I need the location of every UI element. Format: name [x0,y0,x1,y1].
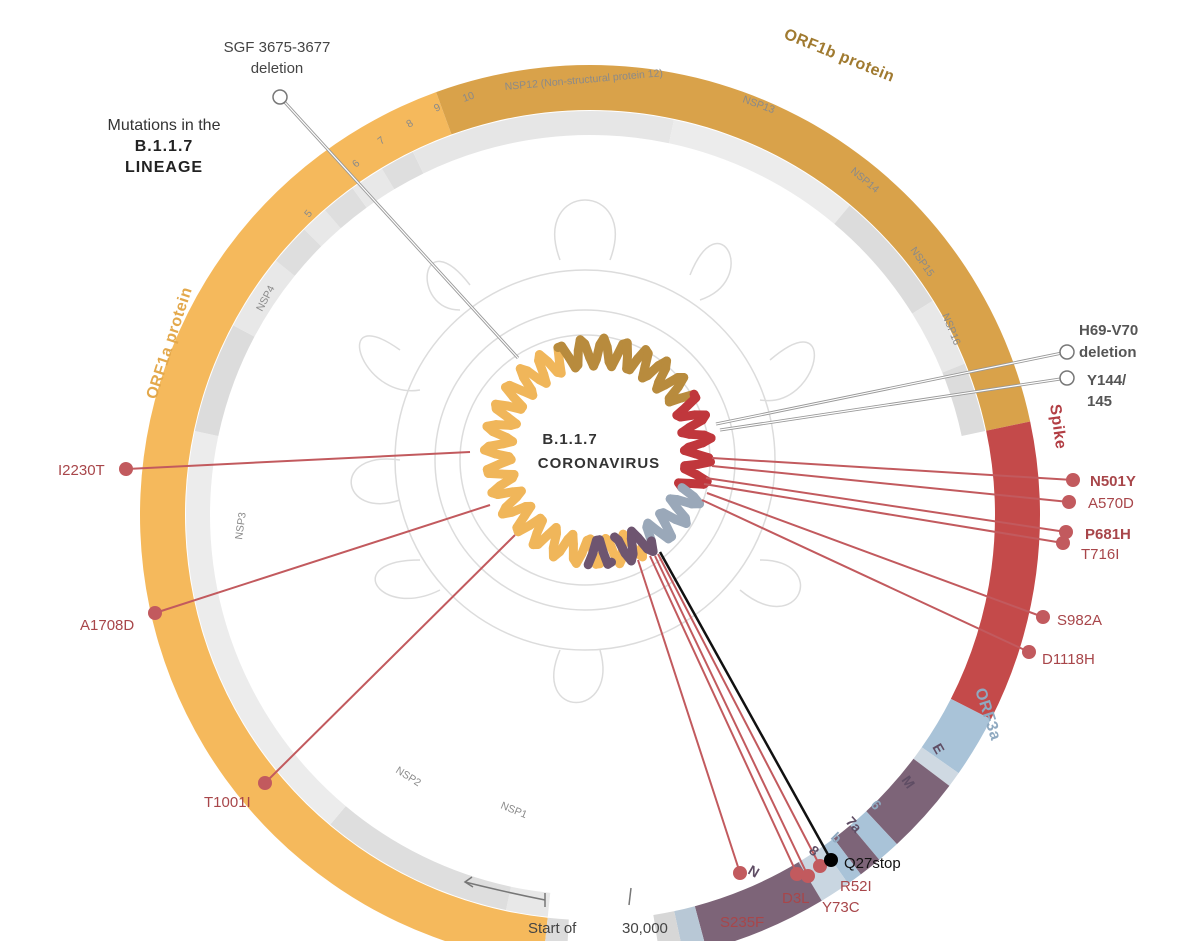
coil-segment [615,537,619,540]
spike-outline-top [555,200,615,260]
mutation-s235f: S235F [720,914,764,931]
pointer-n501y-marker [1066,473,1080,487]
pointer-i2230t-marker [119,462,133,476]
pointer-sgf-marker [273,90,287,104]
mutation-s982a: S982A [1057,612,1102,629]
center-label-line-1: B.1.1.7 [542,431,597,448]
center-label-line-2: CORONAVIRUS [538,455,660,472]
pointer-d3l [650,556,797,874]
ring-spike [951,421,1040,719]
pointer-y73c-marker [801,869,815,883]
deletion-h69-line-2: deletion [1079,344,1137,361]
pointer-y73c [655,556,808,876]
deletion-y144-line-2: 145 [1087,393,1112,410]
spike-outline-far-left [351,459,400,504]
title-line-1: Mutations in the [108,117,221,134]
pointer-t716i-marker [1056,536,1070,550]
deletion-sgf-line-1: SGF 3675-3677 [224,39,331,56]
axis-end-tick [629,888,631,905]
pointer-a1708d-marker [148,606,162,620]
sub-nsp1 [506,887,550,917]
title-line-3: LINEAGE [125,159,203,176]
mutation-d3l: D3L [782,890,810,907]
mutation-q27stop: Q27stop [844,855,901,872]
seg-nsp2: NSP2 [393,764,423,789]
pointer-s235f-marker [733,866,747,880]
mutation-a570d: A570D [1088,495,1134,512]
pointer-a570d-marker [1062,495,1076,509]
label-n: N [746,862,763,881]
coil-segment [588,554,593,565]
axis-end-label: 30,000 [622,920,668,937]
spike-outline-lower-left [375,560,440,598]
spike-outline-right [760,342,814,401]
spike-outline-bottom [554,650,603,703]
mutation-p681h: P681H [1085,526,1131,543]
pointer-t1001i [265,535,515,783]
axis-start-label: Start of [528,920,577,937]
pointer-r52i [658,554,820,866]
pointer-q27stop-marker [824,853,838,867]
mutation-y73c: Y73C [822,899,860,916]
label-spike: Spike [1046,403,1069,450]
mutation-t716i: T716I [1081,546,1119,563]
label-orf1b: ORF1b protein [782,26,897,86]
pointer-s982a-marker [1036,610,1050,624]
title-line-2: B.1.1.7 [135,138,194,155]
spike-outline-upper-right [690,244,731,300]
pointer-d1118h-marker [1022,645,1036,659]
deletion-sgf-line-2: deletion [251,60,304,77]
pointer-t1001i-marker [258,776,272,790]
mutation-n501y: N501Y [1090,473,1136,490]
pointer-y144-marker [1060,371,1074,385]
nsp-subring [186,111,985,917]
seg-nsp1: NSP1 [499,800,529,821]
deletion-h69-line-1: H69-V70 [1079,322,1138,339]
deletion-y144-line-1: Y144/ [1087,372,1127,389]
genome-coil [484,338,711,565]
mutation-i2230t: I2230T [58,462,105,479]
mutation-d1118h: D1118H [1042,651,1095,668]
genome-ring [140,65,1040,941]
seg-nsp3: NSP3 [233,511,249,540]
virus-outline [351,200,814,703]
mutation-t1001i: T1001I [204,794,251,811]
spike-outline-lower-right [740,560,800,606]
pointer-d1118h [702,500,1029,652]
mutation-a1708d: A1708D [80,617,134,634]
pointer-h69-marker [1060,345,1074,359]
spike-outline-upper-left [427,261,470,310]
mutation-r52i: R52I [840,878,872,895]
